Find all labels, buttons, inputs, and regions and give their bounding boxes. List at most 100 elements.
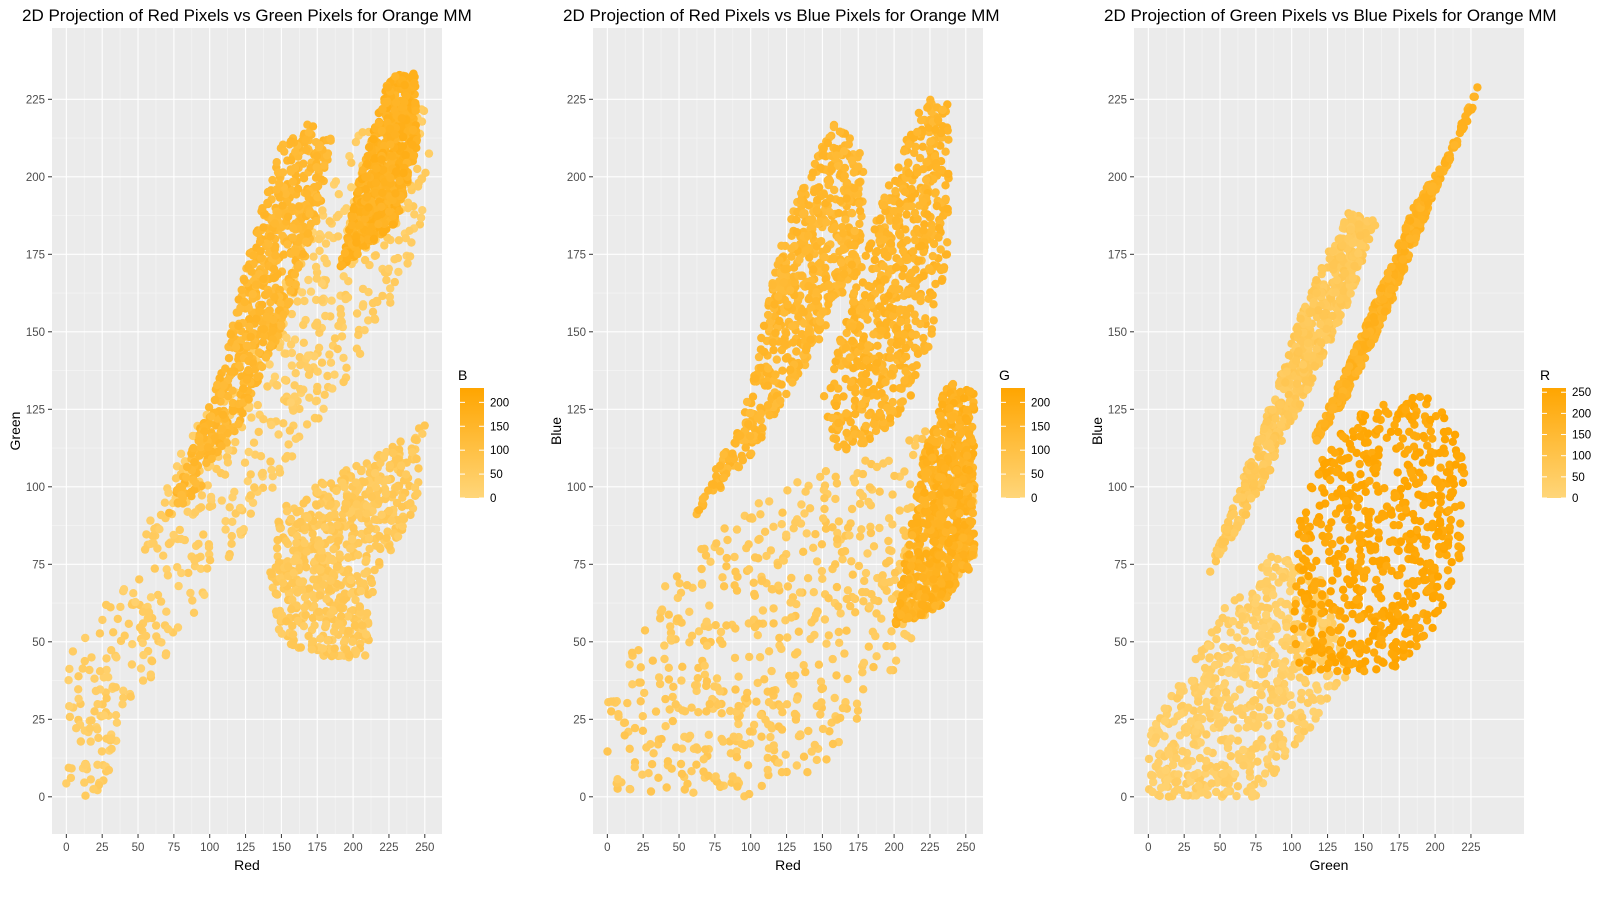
data-point [806, 303, 816, 312]
data-point [840, 547, 850, 556]
data-point [175, 525, 184, 535]
data-point [634, 646, 643, 655]
data-point [377, 510, 386, 519]
data-point [804, 231, 813, 240]
data-point [842, 626, 851, 635]
data-point [349, 523, 358, 533]
data-point [138, 638, 147, 648]
data-point [215, 374, 224, 383]
data-point [655, 614, 665, 623]
data-point [955, 509, 964, 518]
data-point [339, 596, 348, 605]
data-point [269, 264, 279, 274]
data-point [682, 581, 692, 590]
data-point [931, 584, 940, 593]
data-point [300, 538, 309, 548]
data-point [155, 525, 164, 534]
data-point [702, 707, 711, 716]
data-point [358, 128, 367, 137]
data-point [832, 479, 842, 488]
data-point [898, 591, 907, 600]
data-point [265, 360, 274, 369]
data-point [963, 562, 972, 571]
data-point [769, 741, 778, 750]
data-point [65, 702, 74, 711]
data-point [875, 523, 884, 533]
data-point [118, 700, 127, 709]
data-point [220, 470, 230, 479]
data-point [223, 429, 232, 438]
data-point [749, 720, 759, 730]
data-point [340, 248, 350, 258]
data-point [284, 440, 293, 449]
data-point [963, 416, 972, 426]
data-point [383, 83, 392, 92]
data-point [383, 475, 392, 484]
data-point [702, 617, 711, 626]
data-point [93, 725, 102, 734]
data-point [317, 296, 326, 305]
data-point [905, 550, 914, 559]
data-point [733, 782, 742, 791]
data-point [401, 151, 410, 160]
data-point [763, 401, 773, 410]
data-point [726, 749, 735, 758]
data-point [836, 609, 845, 618]
data-point [743, 761, 753, 770]
data-point [797, 271, 807, 280]
data-point [336, 612, 346, 621]
data-point [308, 613, 318, 623]
data-point [661, 722, 670, 731]
data-point [351, 137, 361, 147]
y-tick-label: 0 [580, 792, 586, 804]
y-tick-label: 175 [567, 249, 586, 261]
data-point [237, 285, 246, 295]
data-point [302, 563, 311, 572]
data-point [151, 621, 161, 630]
data-point [246, 509, 255, 518]
data-point [239, 384, 248, 393]
data-point [905, 540, 914, 549]
data-point [925, 559, 934, 568]
data-point [305, 209, 314, 218]
data-point [65, 664, 74, 674]
data-point [782, 530, 791, 539]
data-point [268, 472, 277, 481]
data-point [89, 785, 98, 794]
data-point [371, 251, 380, 260]
data-point [843, 586, 853, 595]
x-tick-label: 125 [777, 842, 796, 854]
legend-tick-label: 100 [490, 445, 509, 457]
data-point [339, 377, 348, 387]
data-point [717, 734, 726, 744]
data-point [314, 511, 324, 520]
data-point [805, 504, 815, 513]
data-point [657, 605, 667, 614]
data-point [410, 78, 419, 88]
data-point [689, 788, 698, 797]
data-point [834, 384, 843, 393]
data-point [386, 140, 395, 149]
data-point [922, 508, 931, 517]
data-point [267, 465, 276, 475]
data-point [842, 594, 851, 604]
data-point [754, 535, 763, 544]
data-point [413, 489, 422, 498]
data-point [249, 251, 258, 260]
data-point [295, 404, 304, 414]
data-point [952, 466, 961, 475]
data-point [293, 297, 302, 306]
data-point [812, 755, 821, 765]
data-point [289, 640, 298, 650]
data-point [694, 627, 704, 636]
data-point [397, 502, 407, 511]
data-point [900, 467, 909, 476]
data-point [895, 506, 904, 515]
data-point [329, 627, 339, 636]
data-point [319, 404, 328, 413]
data-point [783, 582, 793, 591]
data-point [904, 612, 913, 622]
data-point [251, 280, 261, 289]
data-point [920, 593, 929, 602]
data-point [66, 773, 76, 783]
